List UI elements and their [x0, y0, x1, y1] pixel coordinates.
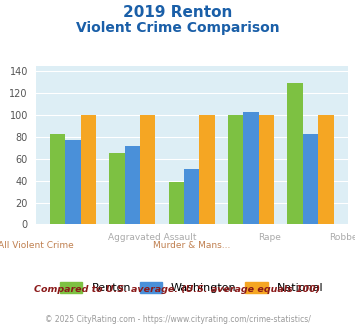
- Text: Robbery: Robbery: [329, 233, 355, 242]
- Bar: [140, 115, 155, 224]
- Bar: [81, 115, 96, 224]
- Bar: [287, 83, 303, 224]
- Bar: [259, 115, 274, 224]
- Bar: [184, 169, 200, 224]
- Bar: [228, 115, 244, 224]
- Text: Violent Crime Comparison: Violent Crime Comparison: [76, 21, 279, 35]
- Legend: Renton, Washington, National: Renton, Washington, National: [56, 278, 328, 298]
- Bar: [109, 153, 125, 224]
- Text: Compared to U.S. average. (U.S. average equals 100): Compared to U.S. average. (U.S. average …: [34, 285, 321, 294]
- Text: Rape: Rape: [258, 233, 281, 242]
- Bar: [244, 112, 259, 224]
- Text: Aggravated Assault: Aggravated Assault: [108, 233, 197, 242]
- Bar: [125, 146, 140, 224]
- Text: Murder & Mans...: Murder & Mans...: [153, 241, 230, 250]
- Bar: [318, 115, 334, 224]
- Bar: [200, 115, 215, 224]
- Text: 2019 Renton: 2019 Renton: [123, 5, 232, 20]
- Bar: [303, 134, 318, 224]
- Bar: [50, 134, 65, 224]
- Bar: [65, 140, 81, 224]
- Text: © 2025 CityRating.com - https://www.cityrating.com/crime-statistics/: © 2025 CityRating.com - https://www.city…: [45, 315, 310, 324]
- Bar: [169, 182, 184, 224]
- Text: All Violent Crime: All Violent Crime: [0, 241, 73, 250]
